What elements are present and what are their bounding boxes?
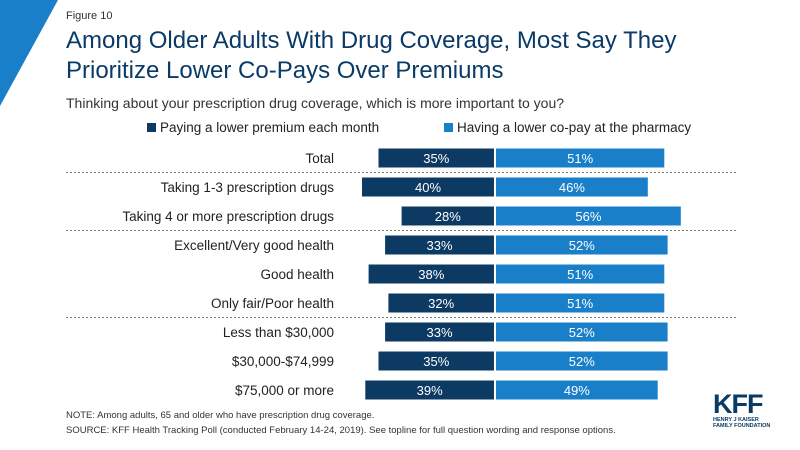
data-label-premium: 39% [417,383,443,398]
bar-copay [496,177,648,197]
bar-copay [496,264,665,284]
data-label-copay: 52% [569,354,595,369]
data-label-copay: 56% [575,209,601,224]
data-label-premium: 32% [428,296,454,311]
figure-label: Figure 10 [66,10,113,22]
data-label-premium: 40% [415,180,441,195]
data-label-premium: 35% [423,151,449,166]
bar-copay [496,235,668,255]
data-label-copay: 49% [564,383,590,398]
chart-subtitle: Thinking about your prescription drug co… [66,95,565,111]
bar-copay [496,322,668,342]
bar-premium [378,351,494,371]
legend-swatch-1 [147,123,156,132]
bar-premium [401,206,494,226]
bar-premium [368,264,494,284]
data-label-copay: 51% [567,151,593,166]
bar-copay [496,380,658,400]
bar-copay [496,351,668,371]
bar-premium [385,235,494,255]
category-label: Only fair/Poor health [211,296,334,311]
category-label: Taking 4 or more prescription drugs [122,209,334,224]
category-label: $30,000-$74,999 [232,354,334,369]
data-label-copay: 52% [569,325,595,340]
bar-premium [362,177,494,197]
data-label-premium: 38% [418,267,444,282]
legend-label-1: Paying a lower premium each month [160,120,379,135]
legend-label-2: Having a lower co-pay at the pharmacy [457,120,691,135]
chart-source: SOURCE: KFF Health Tracking Poll (conduc… [66,425,616,436]
category-label: $75,000 or more [235,383,334,398]
data-label-copay: 46% [559,180,585,195]
bar-premium [365,380,494,400]
kff-logo-line2: FAMILY FOUNDATION [713,423,771,429]
data-label-copay: 51% [567,267,593,282]
category-label: Excellent/Very good health [174,238,334,253]
data-label-premium: 33% [427,325,453,340]
bar-copay [496,206,681,226]
legend-swatch-2 [444,123,453,132]
bar-copay [496,148,665,168]
bar-copay [496,293,665,313]
data-label-premium: 33% [427,238,453,253]
kff-logo-mark: KFF [713,389,763,419]
category-label: Taking 1-3 prescription drugs [161,180,335,195]
bar-premium [378,148,494,168]
kff-logo-line1: HENRY J KAISER [713,417,759,423]
data-label-copay: 51% [567,296,593,311]
bar-premium [388,293,494,313]
chart-note: NOTE: Among adults, 65 and older who hav… [66,410,375,421]
corner-accent-shape [0,0,58,106]
kff-logo: KFF HENRY J KAISER FAMILY FOUNDATION [713,389,773,430]
category-label: Good health [260,267,334,282]
data-label-copay: 52% [569,238,595,253]
kff-logo-subtitle: HENRY J KAISER FAMILY FOUNDATION [713,417,773,429]
category-label: Total [305,151,334,166]
data-label-premium: 35% [423,354,449,369]
bar-premium [385,322,494,342]
category-label: Less than $30,000 [223,325,334,340]
chart-title: Among Older Adults With Drug Coverage, M… [66,27,677,84]
data-label-premium: 28% [435,209,461,224]
